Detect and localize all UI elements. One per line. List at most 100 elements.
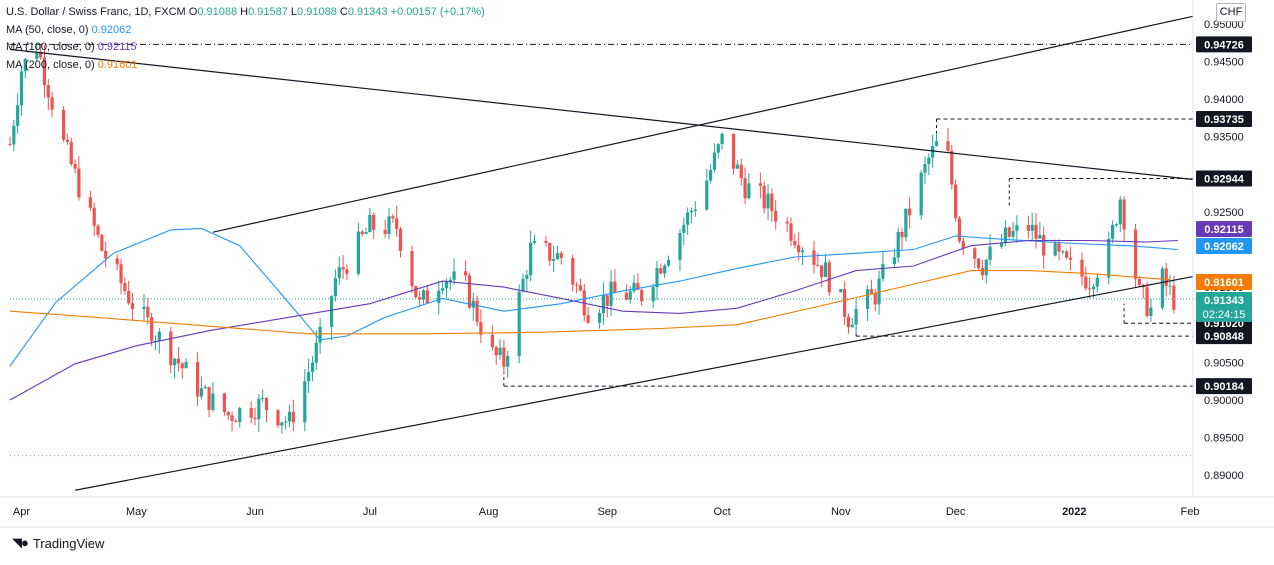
candle [1026,216,1030,239]
candle [977,257,981,271]
candle [372,212,376,239]
candle-body [800,250,805,253]
candle [1011,221,1015,240]
candle-body [957,218,962,242]
legend-ma50[interactable]: MA (50, close, 0) 0.92062 [6,22,485,40]
candle [1172,275,1176,314]
ma-line-2 [9,270,1171,335]
candle [425,285,429,304]
candle [693,201,697,217]
candle-body [636,282,640,290]
candle-body [341,267,345,270]
candle [1088,277,1092,299]
candle [1034,212,1038,249]
candle [892,248,896,269]
currency-button[interactable]: CHF [1216,3,1246,22]
legend-ma200[interactable]: MA (200, close, 0) 0.91601 [6,57,485,75]
candle [1015,215,1019,243]
candle-body [640,289,644,302]
candle-body [624,292,628,300]
candle-body [682,224,686,233]
legend-ma100[interactable]: MA (100, close, 0) 0.92115 [6,39,485,57]
tradingview-logo[interactable]: ◥● TradingView [12,535,104,551]
y-tick-label: 0.90500 [1204,357,1244,369]
candle [525,269,529,292]
candle-body [276,410,280,426]
candle [1133,224,1138,288]
candle-body [1164,268,1168,286]
legend-symbol-row: U.S. Dollar / Swiss Franc, 1D, FXCM O0.9… [6,4,485,22]
candle-body [705,180,709,210]
candle [682,217,686,246]
candle-body [16,105,20,126]
candle-body [988,246,992,260]
candle-body [1034,224,1038,239]
candle [234,418,238,423]
candle-body [88,197,92,208]
candle [1061,250,1065,255]
candle [532,234,537,244]
candle [467,272,472,310]
candle-body [368,214,372,233]
candle [92,202,96,236]
candle-body [532,240,537,243]
candle-body [973,248,977,259]
symbol-title: U.S. Dollar / Swiss Franc, 1D, FXCM [6,6,186,18]
candle-body [475,300,479,323]
candle-body [529,242,533,276]
candle-body [1114,224,1119,226]
candle-body [678,232,682,261]
candle [123,277,127,295]
ohlc-label-h: H [237,6,249,18]
candle [276,409,280,428]
candle-body [418,297,422,300]
candle-body [977,258,981,269]
candle-body [797,245,801,253]
trendline [212,15,1194,233]
candle-body [716,144,720,153]
candle [747,173,751,200]
price-tag-box [1196,292,1252,322]
candle-body [207,386,211,410]
candle [1042,226,1046,269]
y-tick-label: 0.89500 [1204,433,1244,445]
candle-body [96,225,100,235]
candle [498,339,502,360]
candle [96,223,100,238]
candle [789,217,793,247]
candle-body [731,133,736,169]
candle [337,256,341,285]
candle-body [793,240,797,246]
candle-body [709,169,713,181]
candle-body [1068,257,1073,260]
candle [766,184,770,221]
candle-body [559,253,563,258]
candle-body [950,150,954,185]
candle [999,233,1004,249]
candle [735,160,740,170]
candle-body [927,157,931,165]
candle-body [264,398,269,411]
candle [318,318,322,354]
candle-body [180,363,184,369]
candle-body [391,216,395,219]
candle [176,347,181,372]
x-tick-label: Apr [13,506,30,518]
candle-body [425,290,429,304]
candle [127,280,131,306]
candle-body [195,361,200,397]
candle-body [762,185,766,209]
candle [203,384,207,389]
candle [307,358,311,394]
candle-body [1133,229,1138,279]
candle [586,306,590,325]
candle [865,285,870,322]
candle-body [253,417,257,420]
candle-body [146,306,150,318]
candle [774,200,778,230]
candle-body [173,358,177,366]
candle-body [100,234,104,251]
candle-body [739,164,743,179]
